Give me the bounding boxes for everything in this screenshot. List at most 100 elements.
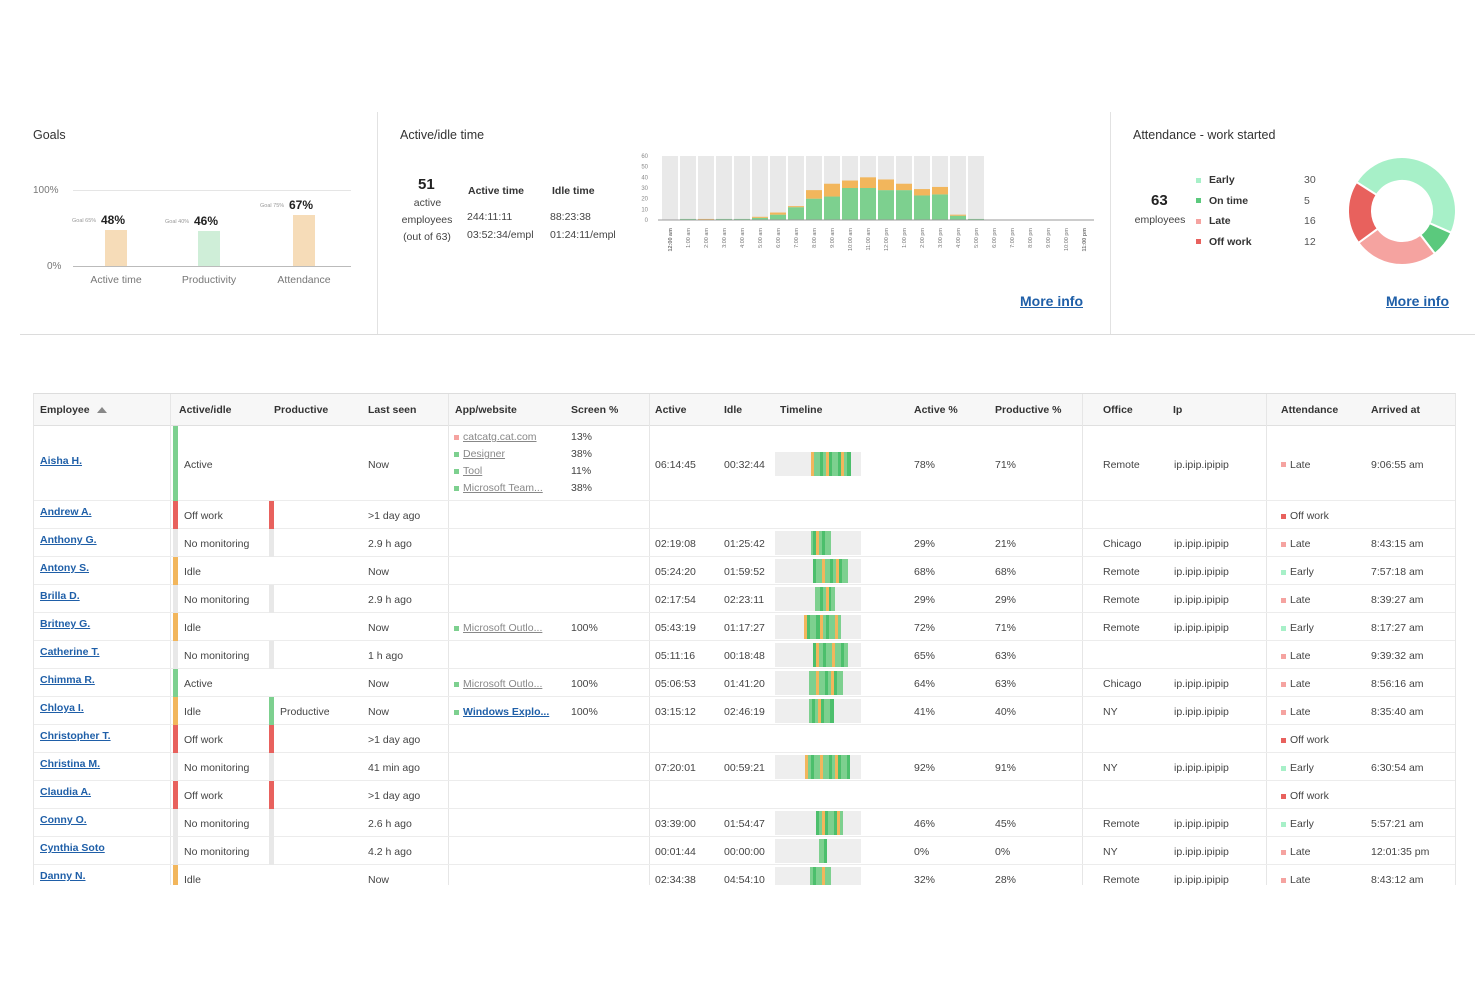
y-tick-40: 40: [641, 175, 648, 181]
app-link[interactable]: Microsoft Outlo...: [463, 622, 543, 634]
employee-name-link[interactable]: Danny N.: [40, 870, 86, 882]
timeline-bar[interactable]: [775, 811, 861, 835]
timeline-segment: [821, 559, 826, 583]
active-bar-6: [770, 214, 786, 220]
legend-swatch-icon: [1196, 239, 1201, 244]
active-pct: 92%: [914, 762, 936, 774]
timeline-bar[interactable]: [775, 755, 861, 779]
app-link[interactable]: Microsoft Team...: [463, 482, 543, 494]
timeline-segment: [810, 531, 814, 555]
hour-bg-4: [734, 156, 750, 220]
timeline-segment: [836, 671, 841, 695]
employee-name-link[interactable]: Conny O.: [40, 814, 87, 826]
timeline-bar[interactable]: [775, 587, 861, 611]
attendance-legend-on-time: On time: [1196, 195, 1248, 207]
attendance-label: Off work: [1290, 734, 1329, 746]
timeline-bar[interactable]: [775, 867, 861, 885]
app-link[interactable]: Windows Explo...: [463, 706, 550, 718]
timeline-segment: [836, 559, 840, 583]
col-attendance[interactable]: Attendance: [1281, 404, 1339, 416]
col-active-idle[interactable]: Active/idle: [179, 404, 232, 416]
timeline-segment: [820, 451, 824, 476]
timeline-segment: [844, 451, 848, 476]
col-productive[interactable]: Productive: [274, 404, 329, 416]
col-active-pct[interactable]: Active %: [914, 404, 958, 416]
timeline-segment: [814, 755, 818, 779]
employee-name-link[interactable]: Claudia A.: [40, 786, 91, 798]
employee-name-link[interactable]: Chimma R.: [40, 674, 95, 686]
col-screen[interactable]: Screen %: [571, 404, 619, 416]
table-row: Catherine T. No monitoring 1 h ago 05:11:16…: [34, 641, 1455, 669]
employee-name-link[interactable]: Andrew A.: [40, 506, 92, 518]
ip-address: ip.ipip.ipipip: [1174, 678, 1229, 690]
active-time: 05:11:16: [655, 650, 696, 662]
x-tick-16: 4:00 pm: [956, 228, 962, 248]
timeline-bar[interactable]: [775, 615, 861, 639]
employee-name-link[interactable]: Aisha H.: [40, 454, 83, 467]
employee-name-link[interactable]: Antony S.: [40, 562, 89, 574]
app-link[interactable]: catcatg.cat.com: [463, 431, 537, 443]
timeline-bar[interactable]: [775, 671, 861, 695]
idle-time: 00:18:48: [724, 650, 765, 662]
attendance-color-icon: [1281, 541, 1286, 547]
timeline-segment: [814, 587, 818, 611]
app-link[interactable]: Microsoft Outlo...: [463, 678, 543, 690]
col-employee[interactable]: Employee: [40, 404, 107, 416]
attendance-more-info-link[interactable]: More info: [1386, 293, 1449, 309]
legend-swatch-icon: [1196, 198, 1201, 203]
legend-count: 5: [1304, 194, 1310, 207]
timeline-segment: [841, 755, 845, 779]
active-pct: 32%: [914, 874, 936, 885]
app-link[interactable]: Tool: [463, 465, 483, 477]
col-timeline[interactable]: Timeline: [780, 404, 823, 416]
employee-name-link[interactable]: Britney G.: [40, 618, 91, 630]
col-arrived-at[interactable]: Arrived at: [1371, 404, 1421, 416]
productive-status-bar: [269, 809, 274, 837]
timeline-bar[interactable]: [775, 643, 861, 667]
employee-name-link[interactable]: Cynthia Soto: [40, 842, 105, 854]
col-productive-pct[interactable]: Productive %: [995, 404, 1062, 416]
productive-status: Productive: [280, 706, 330, 718]
employee-name-link[interactable]: Brilla D.: [40, 590, 80, 602]
table-row: Christina M. No monitoring 41 min ago 07:20…: [34, 753, 1455, 781]
timeline-bar[interactable]: [775, 451, 861, 476]
employee-name-link[interactable]: Christina M.: [40, 758, 101, 770]
employee-name-link[interactable]: Anthony G.: [40, 534, 97, 546]
active-time: 00:01:44: [655, 846, 696, 858]
idle-time-header: Idle time: [552, 185, 595, 197]
timeline-bar[interactable]: [775, 839, 861, 863]
col-active[interactable]: Active: [655, 404, 687, 416]
timeline-segment: [824, 839, 828, 863]
employee-name-link[interactable]: Catherine T.: [40, 646, 100, 658]
col-ip[interactable]: Ip: [1173, 404, 1183, 416]
table-row: Claudia A. Off work >1 day ago Off work: [34, 781, 1455, 809]
timeline-segment: [822, 867, 826, 885]
timeline-segment: [821, 671, 826, 695]
office: Remote: [1103, 458, 1140, 471]
arrived-at: 5:57:21 am: [1371, 818, 1424, 830]
timeline-bar[interactable]: [775, 699, 861, 723]
timeline-segment: [828, 867, 832, 885]
productive-pct: 28%: [995, 874, 1017, 885]
col-office[interactable]: Office: [1103, 404, 1133, 416]
col-idle[interactable]: Idle: [724, 404, 743, 416]
active-idle-more-info-link[interactable]: More info: [1020, 293, 1083, 309]
employee-name-link[interactable]: Christopher T.: [40, 730, 111, 742]
app-link[interactable]: Designer: [463, 448, 506, 460]
col-last-seen[interactable]: Last seen: [368, 404, 417, 416]
productive-pct: 0%: [995, 846, 1011, 858]
timeline-bar[interactable]: [775, 531, 861, 555]
timeline-segment: [821, 531, 826, 555]
idle-time: 02:46:19: [724, 706, 765, 718]
active-bar-10: [842, 188, 858, 220]
col-app-website[interactable]: App/website: [455, 404, 517, 416]
timeline-bar[interactable]: [775, 559, 861, 583]
timeline-segment: [831, 643, 836, 667]
attendance-label: Early: [1290, 622, 1314, 634]
attendance-legend-early: Early: [1196, 174, 1235, 186]
employee-name-link[interactable]: Chloya I.: [40, 702, 84, 714]
x-tick-11: 11:00 am: [866, 228, 872, 251]
active-bar-11: [860, 188, 876, 220]
last-seen: Now: [368, 874, 390, 885]
active-count: 51: [418, 176, 435, 193]
